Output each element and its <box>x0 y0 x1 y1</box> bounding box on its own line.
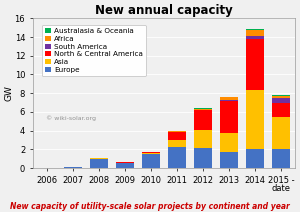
Bar <box>168 140 186 148</box>
Bar <box>246 149 264 168</box>
Bar <box>64 167 82 168</box>
Bar <box>142 154 160 168</box>
Bar <box>194 108 212 109</box>
Bar <box>220 100 238 101</box>
Bar <box>246 90 264 149</box>
Bar <box>272 149 290 168</box>
Bar <box>272 117 290 149</box>
Bar <box>168 131 186 132</box>
Bar <box>220 133 238 152</box>
Bar <box>272 96 290 98</box>
Legend: Australasia & Oceania, Africa, South America, North & Central America, Asia, Eur: Australasia & Oceania, Africa, South Ame… <box>42 25 146 76</box>
Bar <box>220 101 238 133</box>
Bar <box>246 29 264 36</box>
Bar <box>246 39 264 90</box>
Bar <box>194 148 212 168</box>
Bar <box>220 97 238 100</box>
Bar <box>90 159 108 168</box>
Bar <box>220 152 238 168</box>
Text: New capacity of utility-scale solar projects by continent and year: New capacity of utility-scale solar proj… <box>10 202 290 211</box>
Bar <box>142 152 160 153</box>
Bar <box>272 95 290 96</box>
Bar <box>246 36 264 39</box>
Bar <box>116 162 134 163</box>
Text: © wiki-solar.org: © wiki-solar.org <box>46 116 96 121</box>
Title: New annual capacity: New annual capacity <box>95 4 233 17</box>
Bar <box>116 163 134 168</box>
Bar <box>272 103 290 117</box>
Bar <box>168 148 186 168</box>
Bar <box>194 110 212 130</box>
Bar <box>194 109 212 110</box>
Bar <box>90 158 108 159</box>
Bar <box>168 132 186 140</box>
Y-axis label: GW: GW <box>4 85 13 101</box>
Bar <box>194 130 212 148</box>
Bar <box>272 98 290 103</box>
Bar <box>142 153 160 154</box>
